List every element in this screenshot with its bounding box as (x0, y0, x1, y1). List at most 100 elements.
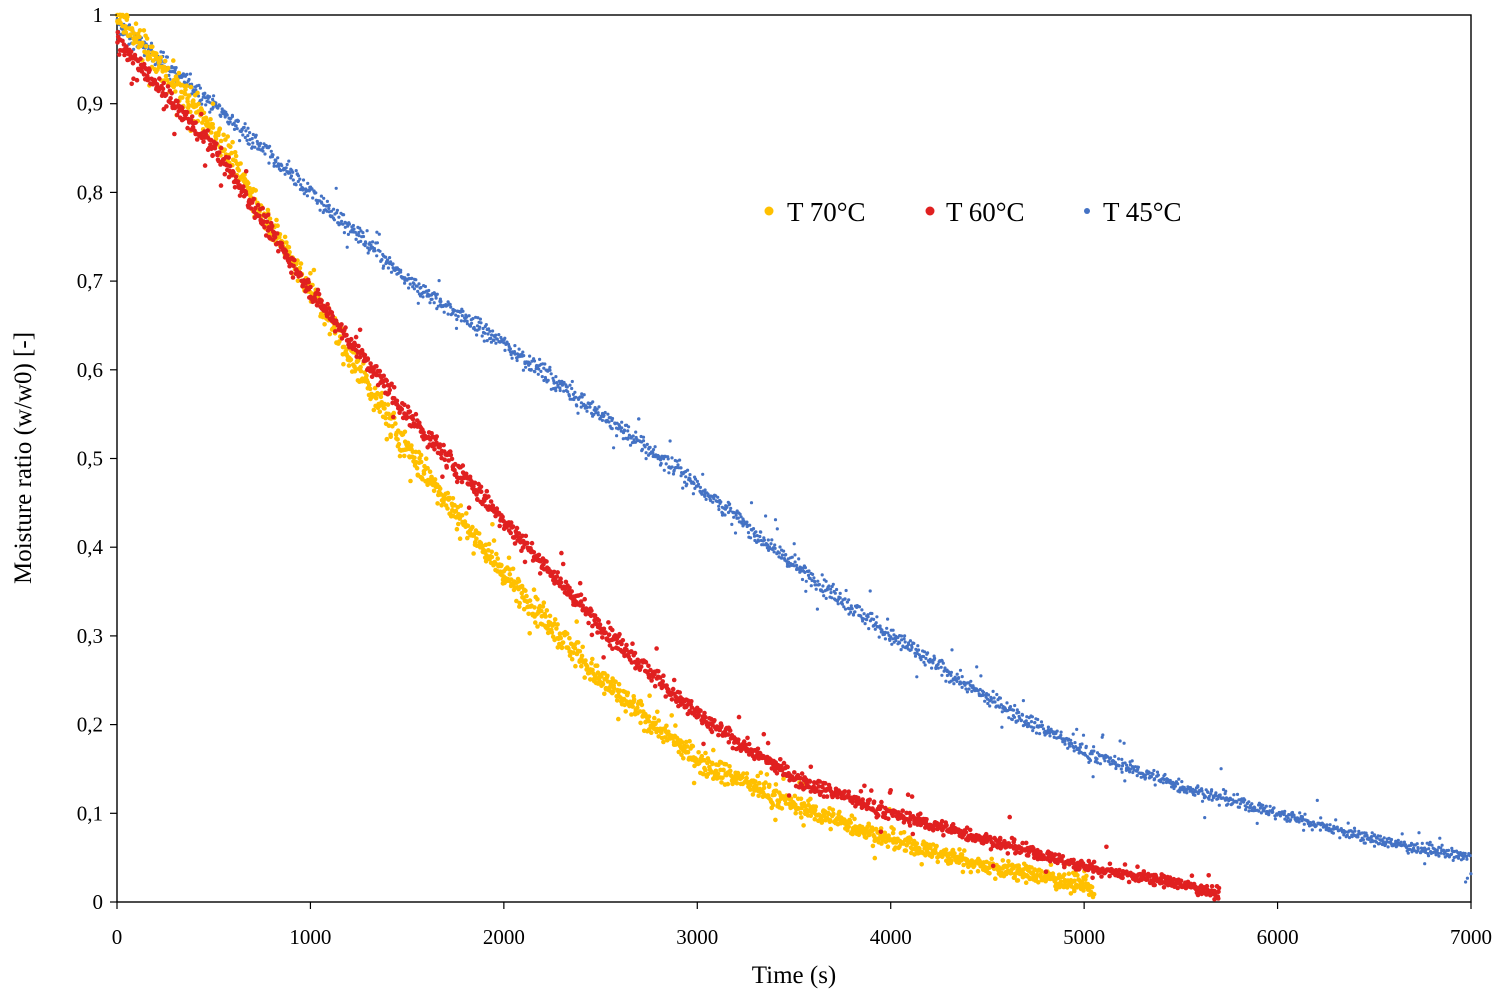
data-point (1248, 806, 1253, 810)
data-point (413, 411, 419, 417)
data-point (437, 486, 443, 492)
data-point (1006, 863, 1012, 868)
data-point (1393, 842, 1397, 846)
data-point (251, 141, 255, 145)
data-point (125, 14, 130, 19)
data-point (891, 628, 895, 632)
data-point (842, 789, 848, 794)
data-point (600, 635, 605, 640)
data-point (898, 641, 902, 645)
data-point (523, 588, 528, 593)
data-point (577, 580, 583, 586)
data-point (211, 105, 215, 109)
data-point (1048, 734, 1052, 738)
data-point (833, 591, 837, 595)
data-point (838, 596, 842, 600)
data-point (397, 453, 403, 459)
data-point (1177, 777, 1181, 781)
data-point (1193, 793, 1197, 797)
data-point (741, 771, 746, 776)
data-point (968, 869, 974, 875)
data-point (933, 656, 937, 661)
data-point (244, 129, 248, 133)
data-point (203, 91, 207, 95)
data-point (1255, 821, 1259, 826)
data-point (162, 58, 168, 64)
data-point (998, 705, 1002, 709)
data-point (185, 125, 190, 131)
data-point (900, 638, 904, 642)
data-point (601, 655, 606, 660)
data-point (1063, 742, 1067, 746)
data-point (245, 180, 251, 186)
data-point (146, 50, 151, 55)
data-point (668, 439, 672, 443)
data-point (294, 169, 298, 173)
data-point (1200, 789, 1204, 793)
data-point (1426, 854, 1431, 858)
data-point (629, 712, 634, 717)
data-point (1378, 834, 1382, 838)
data-point (232, 121, 236, 125)
data-point (728, 509, 732, 513)
data-point (1119, 767, 1123, 771)
data-point (679, 474, 683, 478)
data-point (793, 810, 798, 816)
data-point (295, 278, 301, 284)
data-point (544, 608, 550, 613)
data-point (1023, 880, 1029, 885)
data-point (603, 630, 608, 635)
data-point (454, 479, 460, 485)
data-point (582, 393, 586, 397)
data-point (440, 474, 445, 480)
data-point (755, 534, 759, 538)
data-point (1200, 799, 1205, 803)
data-point (499, 562, 504, 568)
data-point (637, 709, 643, 714)
data-point (391, 385, 397, 390)
data-point (626, 436, 630, 440)
data-point (575, 404, 579, 408)
data-point (1372, 844, 1377, 848)
data-point (622, 428, 627, 432)
data-point (147, 67, 152, 73)
data-point (728, 502, 732, 506)
data-point (588, 677, 593, 682)
data-point (236, 119, 240, 123)
data-point (1267, 813, 1271, 817)
data-point (749, 536, 753, 540)
data-point (822, 781, 828, 786)
data-point (862, 783, 867, 789)
data-point (210, 122, 215, 127)
data-point (180, 95, 185, 100)
data-point (671, 472, 676, 476)
data-point (186, 93, 192, 98)
data-point (1439, 851, 1443, 855)
data-point (441, 499, 446, 505)
data-point (208, 117, 213, 122)
data-point (130, 60, 136, 66)
data-point (688, 473, 692, 477)
data-point (254, 133, 258, 137)
data-point (803, 570, 807, 575)
data-point (1243, 798, 1247, 802)
data-point (483, 331, 487, 335)
data-point (1468, 854, 1472, 858)
data-point (216, 158, 221, 164)
data-point (138, 56, 143, 61)
data-point (1436, 851, 1440, 855)
data-point (286, 245, 292, 250)
data-point (808, 796, 813, 802)
data-point (703, 488, 707, 492)
data-point (1163, 772, 1167, 777)
data-point (185, 72, 189, 76)
data-point (764, 772, 770, 777)
data-point (540, 604, 546, 609)
data-point (803, 777, 809, 782)
data-point (261, 146, 265, 150)
data-point (1036, 880, 1041, 885)
data-point (729, 506, 733, 510)
data-point (646, 714, 652, 719)
data-point (1000, 858, 1006, 863)
data-point (472, 480, 478, 486)
